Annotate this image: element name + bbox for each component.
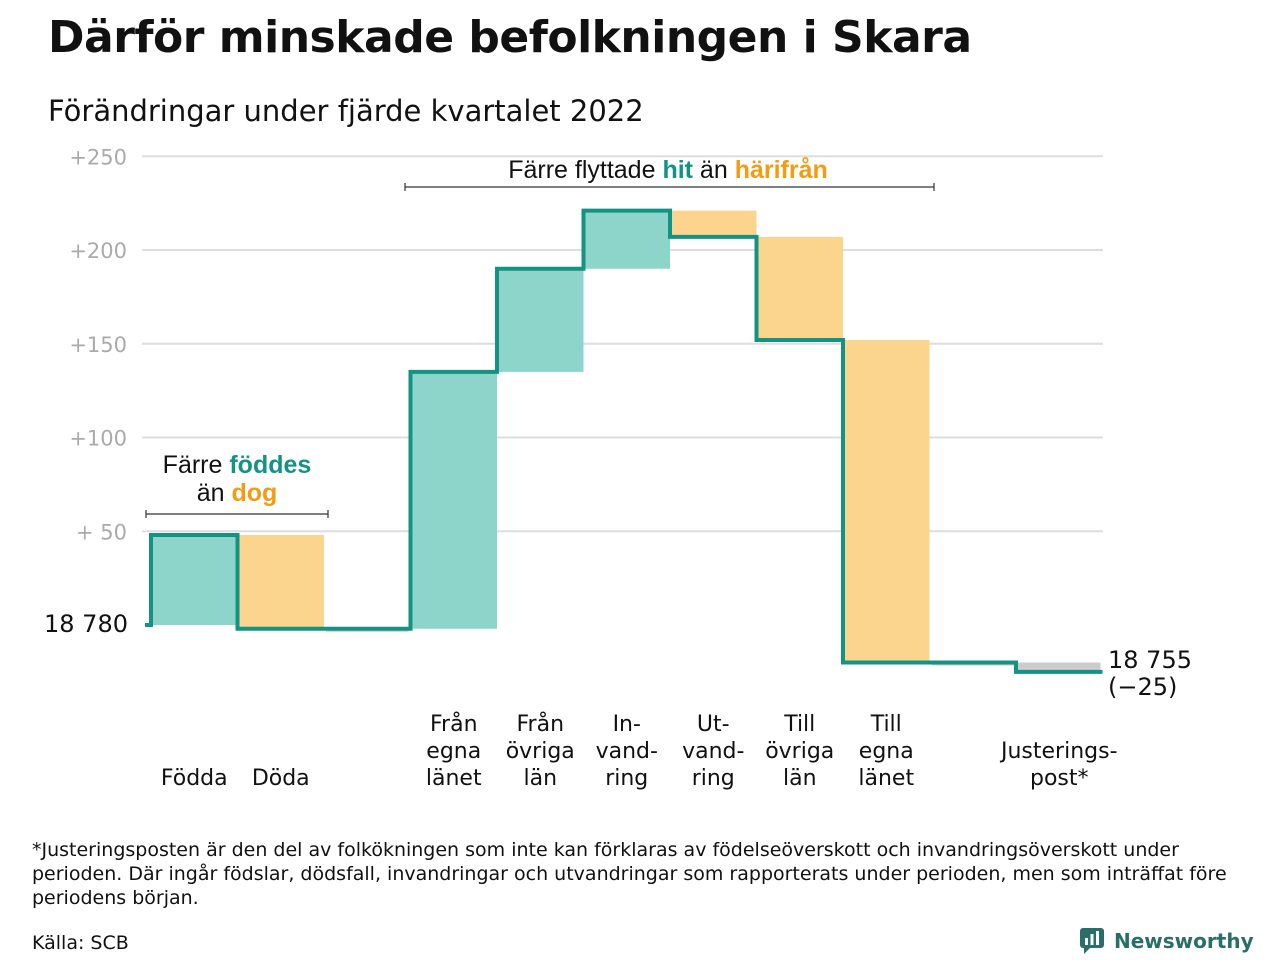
category-label: Till — [870, 712, 902, 737]
y-tick-label: + 50 — [76, 520, 127, 544]
cumulative-line — [145, 208, 1103, 674]
bar-increase — [583, 210, 670, 269]
y-tick-label: +100 — [69, 427, 127, 451]
category-label: Ut- — [697, 712, 730, 737]
brand: Newsworthy — [1080, 928, 1254, 954]
bar-decrease — [756, 236, 843, 340]
newsworthy-logo-icon — [1080, 928, 1104, 954]
waterfall-chart: +250 +200 +150 +100 + 50 18 780 18 755(−25) Föd… — [44, 145, 1192, 791]
source: Källa: SCB — [32, 932, 129, 954]
category-label: vand- — [682, 739, 744, 764]
category-label: post* — [1030, 766, 1089, 791]
annotation-part: hit — [662, 156, 693, 184]
category-label: In- — [613, 712, 641, 737]
category-label: Från — [516, 711, 564, 737]
footnote: *Justeringsposten är den del av folkökni… — [32, 839, 1227, 909]
chart-title: Därför minskade befolkningen i Skara — [48, 12, 972, 63]
category-label: länet — [426, 766, 482, 791]
category-label: Döda — [252, 766, 310, 791]
category-label: Justerings- — [999, 739, 1118, 764]
annotation-part: dog — [231, 479, 277, 507]
bar-decrease — [843, 340, 930, 663]
y-tick-label: +200 — [69, 239, 127, 263]
annotation-births-deaths: Färre föddes — [163, 451, 312, 479]
category-label: Från — [430, 711, 478, 737]
category-label: ring — [605, 766, 648, 791]
bar-increase — [410, 371, 497, 629]
category-label: ring — [692, 766, 735, 791]
annotation-part: föddes — [229, 451, 311, 479]
annotation-part: härifrån — [735, 156, 828, 184]
category-label: Födda — [161, 766, 228, 791]
bar-increase — [151, 535, 238, 625]
bar-adjustment — [1018, 662, 1101, 672]
annotation-part: än — [197, 479, 232, 507]
chart-subtitle: Förändringar under fjärde kvartalet 2022 — [48, 94, 644, 128]
category-label: vand- — [596, 739, 658, 764]
annotation-part: Färre — [163, 451, 230, 479]
category-label: övriga — [765, 739, 834, 764]
y-tick-label: +150 — [69, 333, 127, 357]
bar-decrease — [237, 535, 324, 629]
annotation-migration: Färre flyttade hit än härifrån — [508, 156, 828, 184]
category-label: län — [783, 766, 817, 791]
start-value-label: 18 780 — [44, 610, 128, 638]
category-label: län — [523, 766, 557, 791]
annotation-part: Färre flyttade — [508, 156, 662, 184]
category-label: Till — [783, 712, 815, 737]
bar-decrease — [670, 210, 757, 237]
y-tick-label: +250 — [69, 145, 127, 169]
category-label: egna — [426, 739, 481, 764]
annotation-births-deaths: än dog — [197, 479, 278, 507]
category-label: länet — [858, 766, 914, 791]
end-value-label: 18 755 — [1108, 646, 1192, 674]
bar-increase — [497, 268, 584, 372]
category-label: egna — [859, 739, 914, 764]
category-label: övriga — [506, 739, 575, 764]
annotation-part: än — [693, 156, 735, 184]
end-change-label: (−25) — [1108, 673, 1177, 701]
brand-name: Newsworthy — [1114, 929, 1254, 953]
